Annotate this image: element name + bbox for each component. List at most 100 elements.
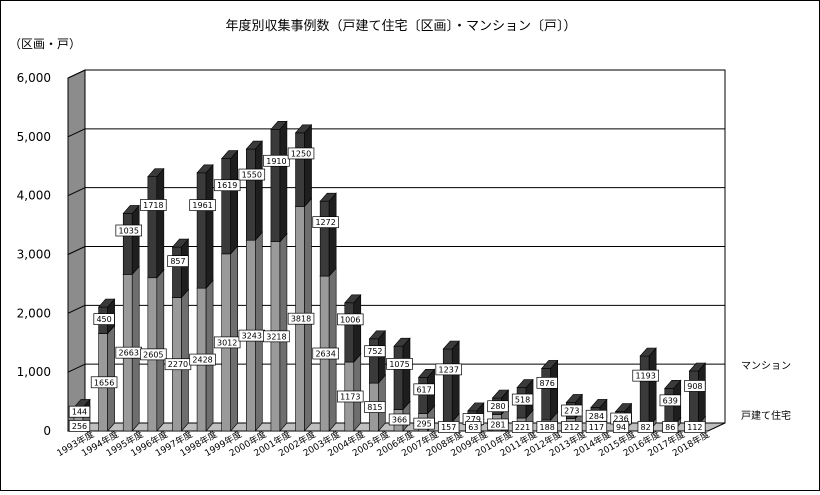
data-label-mansion-text: 857: [170, 257, 185, 266]
bar-mansion-front: [295, 132, 305, 207]
data-label-detached: 366: [388, 413, 411, 426]
bar-mansion-top: [639, 347, 657, 357]
data-label-mansion-box: [561, 404, 583, 417]
data-label-detached: 212: [561, 421, 583, 433]
y-tick-label: 2,000: [17, 306, 51, 320]
data-label-mansion: 1718: [140, 199, 167, 211]
data-label-detached-box: [263, 330, 290, 343]
bar-mansion-top: [491, 389, 510, 399]
data-label-mansion-box: [263, 154, 290, 167]
bar-mansion-side: [550, 359, 558, 421]
data-label-detached-box: [388, 413, 411, 426]
data-label-detached-text: 1173: [340, 392, 360, 401]
data-label-mansion-text: 1075: [389, 360, 409, 369]
y-tick-label: 1,000: [17, 365, 51, 379]
data-label-mansion-text: 273: [564, 406, 579, 415]
data-label-mansion: 1619: [213, 179, 241, 192]
bar-mansion-top: [368, 330, 387, 340]
bar-mansion-top: [417, 369, 436, 378]
bar-mansion-top: [393, 337, 411, 347]
data-label-detached: 112: [684, 421, 706, 433]
y-axis-label: （区画・戸）: [9, 37, 81, 51]
data-label-detached-text: 221: [515, 423, 530, 432]
data-label-detached: 2428: [189, 353, 216, 366]
data-label-detached-box: [287, 312, 315, 325]
bar-mansion: [393, 337, 411, 411]
bar-mansion-front: [122, 213, 133, 275]
bar-mansion-front: [393, 345, 404, 410]
bar-mansion: [442, 340, 460, 423]
bar-mansion: [122, 204, 140, 276]
data-label-detached-box: [337, 390, 364, 403]
data-label-mansion-box: [337, 313, 364, 326]
data-label-detached: 188: [536, 421, 558, 433]
legend-detached: 戸建て住宅: [741, 409, 791, 422]
bar-mansion-top: [171, 238, 190, 248]
data-label-mansion-text: 617: [416, 385, 431, 394]
data-label-detached-text: 94: [616, 423, 626, 432]
data-label-mansion: 1075: [386, 358, 413, 370]
data-label-detached: 295: [413, 417, 435, 430]
bar-mansion-top: [294, 124, 313, 134]
data-label-mansion-box: [93, 313, 115, 325]
bar-mansion-side: [648, 347, 657, 427]
bar-mansion-side: [451, 340, 460, 423]
data-label-detached-text: 3012: [217, 338, 237, 347]
data-label-mansion: 752: [364, 345, 386, 358]
bar-mansion-top: [122, 205, 140, 214]
data-label-detached-box: [312, 347, 339, 360]
y-tick-label: 6,000: [17, 71, 51, 85]
data-label-detached-box: [68, 420, 91, 432]
bar-mansion: [344, 294, 362, 363]
data-label-detached-box: [90, 376, 118, 389]
y-tick-label: 3,000: [17, 248, 51, 262]
gridline-side: [67, 69, 86, 79]
data-label-detached-box: [511, 421, 534, 433]
bar-mansion-side: [279, 120, 288, 243]
data-label-mansion-box: [167, 255, 189, 268]
bar-mansion: [294, 124, 313, 208]
bar-mansion: [147, 167, 165, 279]
data-label-mansion-text: 518: [515, 396, 530, 405]
bar-mansion-front: [639, 355, 650, 427]
bar-mansion-top: [541, 360, 559, 369]
bar-mansion: [171, 238, 190, 299]
data-label-mansion-box: [189, 199, 216, 211]
bar-mansion-front: [221, 158, 231, 255]
bar-mansion-front: [664, 388, 675, 427]
bar-mansion-front: [246, 148, 256, 241]
bar-mansion-front: [344, 302, 355, 363]
legend-mansion: マンション: [741, 361, 791, 372]
bar-mansion-top: [344, 294, 362, 304]
bar-mansion-top: [565, 394, 583, 403]
data-label-detached-box: [438, 421, 460, 433]
data-label-mansion-text: 639: [663, 396, 678, 405]
data-label-detached: 157: [438, 421, 460, 433]
bar-mansion-front: [689, 370, 699, 425]
data-label-detached: 221: [511, 421, 534, 433]
gridline-side: [67, 246, 86, 255]
data-label-detached-text: 112: [687, 423, 702, 432]
bar-mansion-side: [328, 192, 337, 277]
bar-mansion: [688, 362, 707, 426]
data-label-mansion: 1550: [238, 168, 266, 181]
data-label-detached: 3243: [238, 329, 266, 342]
data-label-mansion-box: [115, 224, 142, 237]
bar-mansion-front: [319, 200, 330, 277]
bar-mansion-front: [541, 368, 551, 421]
data-label-detached-box: [189, 353, 216, 366]
bar-mansion-front: [418, 377, 428, 414]
data-label-mansion-text: 1550: [242, 171, 262, 180]
data-label-mansion: 639: [659, 394, 681, 407]
data-label-detached-text: 212: [564, 423, 579, 432]
data-label-mansion-box: [140, 199, 167, 211]
data-label-detached-text: 3218: [266, 332, 286, 341]
bar-mansion-top: [196, 164, 214, 174]
data-label-mansion-box: [511, 393, 534, 406]
data-label-mansion-box: [238, 168, 266, 181]
data-label-mansion-text: 236: [613, 415, 628, 424]
data-label-detached: 2634: [312, 347, 339, 360]
data-label-detached: 281: [487, 418, 509, 431]
data-label-mansion: 280: [487, 400, 509, 413]
data-label-mansion-text: 1193: [635, 372, 655, 381]
